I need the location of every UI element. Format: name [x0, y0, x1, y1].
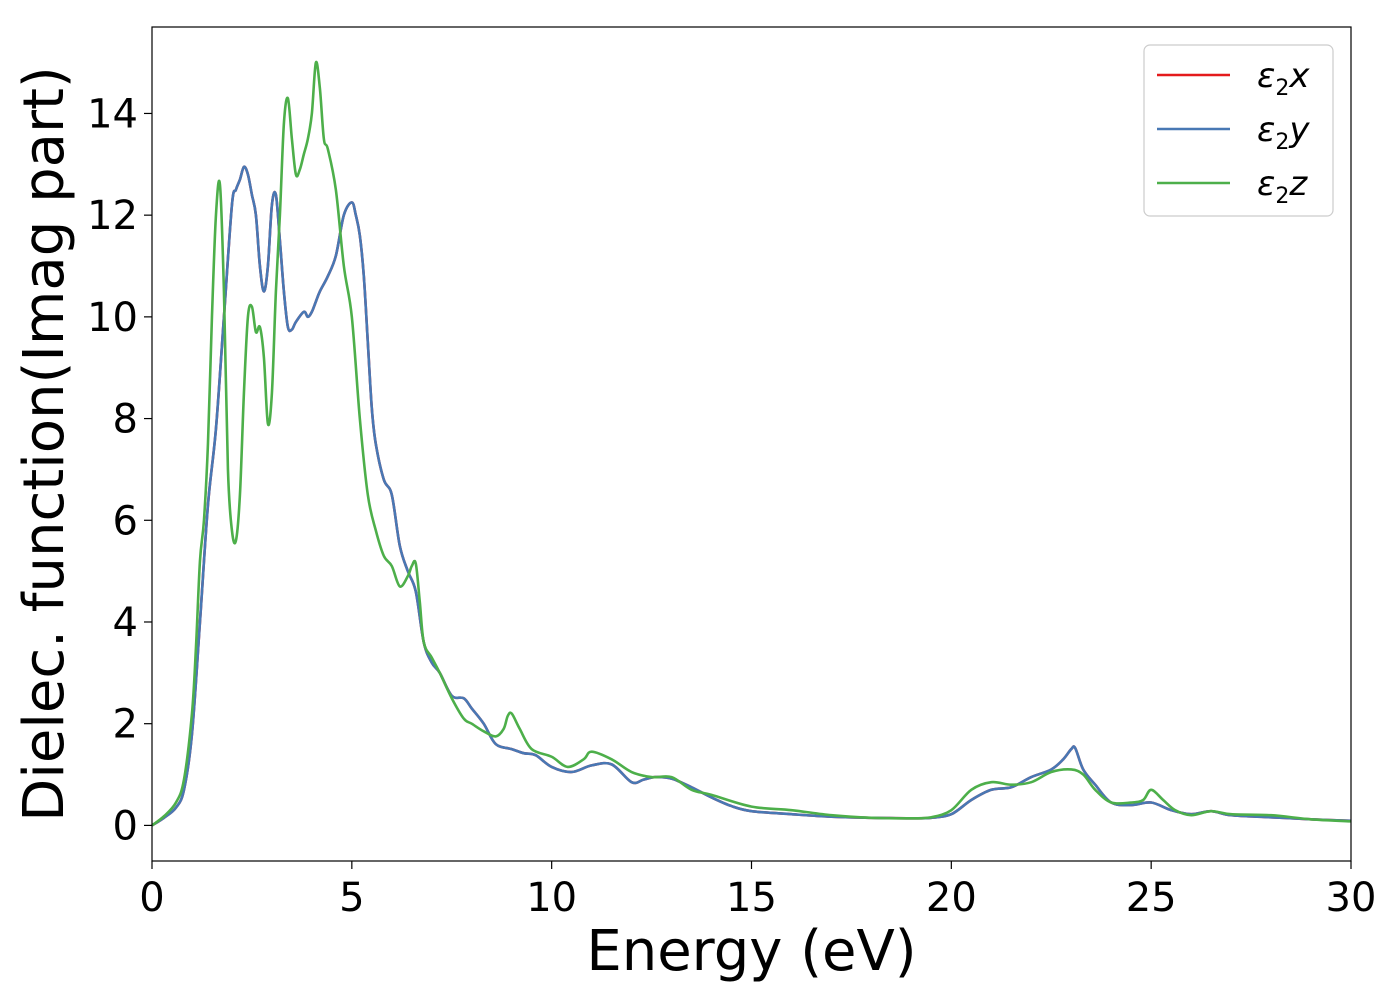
x-tick-label: 0: [139, 875, 164, 921]
y-tick-label: 6: [113, 498, 138, 544]
x-tick-label: 30: [1326, 875, 1377, 921]
x-tick-label: 5: [339, 875, 364, 921]
y-tick-label: 14: [87, 91, 138, 137]
y-tick-label: 8: [113, 397, 138, 443]
legend: ε2x ε2y ε2z: [1143, 44, 1334, 217]
y-tick-label: 4: [113, 600, 138, 646]
x-axis-ticks: 0 5 10 15 20 25 30: [139, 861, 1376, 921]
y-axis-ticks: 0 2 4 6 8 10 12 14: [87, 91, 152, 849]
x-tick-label: 20: [926, 875, 977, 921]
legend-label-3: ε2z: [1257, 164, 1308, 209]
y-axis-title: Dielec. function(Imag part): [12, 66, 77, 822]
y-tick-label: 10: [87, 295, 138, 341]
series-layer: [151, 60, 1352, 827]
legend-label-1: ε2x: [1257, 56, 1310, 101]
legend-box: [1143, 44, 1334, 217]
y-tick-label: 0: [113, 803, 138, 849]
legend-label-2: ε2y: [1257, 110, 1310, 155]
x-tick-label: 15: [726, 875, 777, 921]
series-line-3: [151, 60, 1352, 827]
y-tick-label: 12: [87, 193, 138, 239]
x-tick-label: 10: [526, 875, 577, 921]
x-tick-label: 25: [1126, 875, 1177, 921]
x-axis-title: Energy (eV): [586, 919, 916, 984]
y-tick-label: 2: [113, 702, 138, 748]
